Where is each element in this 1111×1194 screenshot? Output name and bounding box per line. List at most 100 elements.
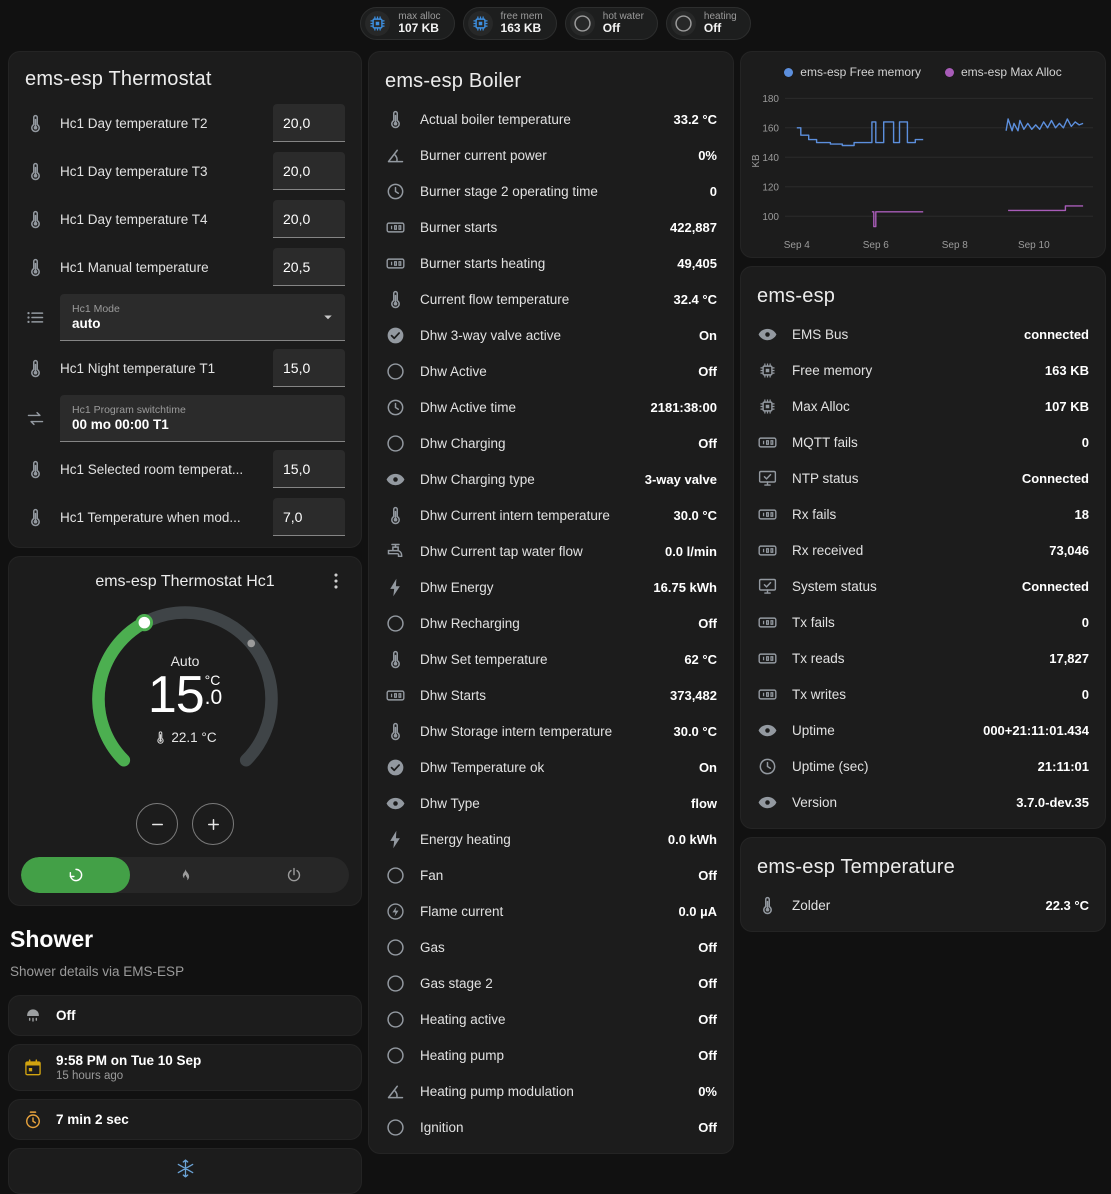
entity-value: 000+21:11:01.434	[983, 722, 1089, 738]
value-input[interactable]: 20,0	[273, 152, 345, 190]
entity-row[interactable]: Zolder 22.3 °C	[757, 887, 1089, 923]
entity-value: 3.7.0-dev.35	[1016, 794, 1089, 810]
entity-row[interactable]: Uptime 000+21:11:01.434	[757, 712, 1089, 748]
counter-icon	[757, 612, 778, 633]
more-options-button[interactable]	[325, 570, 347, 592]
entity-row[interactable]: Heating active Off	[385, 1001, 717, 1037]
entity-row[interactable]: Fan Off	[385, 857, 717, 893]
hvac-mode-button[interactable]	[240, 857, 349, 893]
entity-row[interactable]: Dhw Recharging Off	[385, 605, 717, 641]
entity-row[interactable]: Tx fails 0	[757, 604, 1089, 640]
flame-icon	[176, 866, 194, 884]
entity-value: Off	[698, 975, 717, 991]
status-badge[interactable]: hot water Off	[564, 7, 658, 40]
entity-row[interactable]: Rx fails 18	[757, 496, 1089, 532]
value-input[interactable]: 20,0	[273, 200, 345, 238]
entity-row[interactable]: Actual boiler temperature 33.2 °C	[385, 101, 717, 137]
entity-row[interactable]: Burner starts heating 49,405	[385, 245, 717, 281]
entity-row[interactable]: Burner stage 2 operating time 0	[385, 173, 717, 209]
counter-icon	[757, 684, 778, 705]
status-badge[interactable]: heating Off	[665, 7, 751, 40]
entity-row[interactable]: System status Connected	[757, 568, 1089, 604]
badge-value: Off	[602, 21, 621, 36]
shower-info-card[interactable]: Off	[8, 995, 362, 1036]
circle-icon	[385, 433, 406, 454]
entity-row[interactable]: Energy heating 0.0 kWh	[385, 821, 717, 857]
entity-row[interactable]: MQTT fails 0	[757, 424, 1089, 460]
entity-row[interactable]: Dhw Set temperature 62 °C	[385, 641, 717, 677]
entity-row[interactable]: Rx received 73,046	[757, 532, 1089, 568]
entity-row[interactable]: Dhw Current tap water flow 0.0 l/min	[385, 533, 717, 569]
entity-label: Tx reads	[792, 650, 845, 666]
entity-row[interactable]: Ignition Off	[385, 1109, 717, 1145]
legend-item: ems-esp Free memory	[784, 65, 921, 79]
increase-temp-button[interactable]	[192, 803, 234, 845]
entity-label: Dhw Recharging	[420, 615, 520, 631]
entity-label: EMS Bus	[792, 326, 849, 342]
entity-row[interactable]: Dhw Temperature ok On	[385, 749, 717, 785]
entity-row[interactable]: Dhw Energy 16.75 kWh	[385, 569, 717, 605]
entity-row[interactable]: Flame current 0.0 µA	[385, 893, 717, 929]
badge-label: hot water	[602, 10, 644, 22]
thermometer-icon	[25, 161, 46, 182]
entity-label: Dhw Storage intern temperature	[420, 723, 613, 739]
value-input[interactable]: 15,0	[273, 450, 345, 488]
shower-info-card[interactable]: 7 min 2 sec	[8, 1099, 362, 1140]
svg-text:Sep 6: Sep 6	[863, 240, 890, 251]
entity-row[interactable]: Uptime (sec) 21:11:01	[757, 748, 1089, 784]
entity-label: Rx fails	[792, 506, 837, 522]
entity-row[interactable]: NTP status Connected	[757, 460, 1089, 496]
decrease-temp-button[interactable]	[136, 803, 178, 845]
frost-card[interactable]	[8, 1148, 362, 1194]
thermometer-icon	[25, 358, 46, 379]
value-input[interactable]: 7,0	[273, 498, 345, 536]
entity-row[interactable]: Dhw Charging Off	[385, 425, 717, 461]
entity-row[interactable]: Dhw Storage intern temperature 30.0 °C	[385, 713, 717, 749]
entity-value: Off	[698, 435, 717, 451]
entity-row[interactable]: Max Alloc 107 KB	[757, 388, 1089, 424]
value-field[interactable]: Hc1 Mode auto	[60, 294, 345, 341]
entity-row[interactable]: Dhw Type flow	[385, 785, 717, 821]
value-field[interactable]: Hc1 Program switchtime 00 mo 00:00 T1	[60, 395, 345, 442]
entity-row[interactable]: Version 3.7.0-dev.35	[757, 784, 1089, 820]
entity-value: 373,482	[670, 687, 717, 703]
entity-value: On	[698, 327, 717, 343]
value-input[interactable]: 20,5	[273, 248, 345, 286]
entity-row[interactable]: Dhw Active time 2181:38:00	[385, 389, 717, 425]
entity-row[interactable]: Burner current power 0%	[385, 137, 717, 173]
svg-text:180: 180	[762, 94, 779, 105]
entity-row[interactable]: Burner starts 422,887	[385, 209, 717, 245]
status-badge[interactable]: free mem 163 KB	[462, 7, 557, 40]
entity-row[interactable]: Current flow temperature 32.4 °C	[385, 281, 717, 317]
entity-label: Actual boiler temperature	[420, 111, 571, 127]
counter-icon	[757, 504, 778, 525]
shower-info-card[interactable]: 9:58 PM on Tue 10 Sep 15 hours ago	[8, 1044, 362, 1091]
hvac-mode-button[interactable]	[130, 857, 239, 893]
entity-row[interactable]: Dhw Active Off	[385, 353, 717, 389]
entity-row[interactable]: Gas stage 2 Off	[385, 965, 717, 1001]
section-subtitle: Shower details via EMS-ESP	[10, 964, 185, 979]
entity-row[interactable]: Tx reads 17,827	[757, 640, 1089, 676]
entity-row[interactable]: Heating pump Off	[385, 1037, 717, 1073]
entity-row[interactable]: Gas Off	[385, 929, 717, 965]
entity-row[interactable]: Dhw Starts 373,482	[385, 677, 717, 713]
entity-row[interactable]: Heating pump modulation 0%	[385, 1073, 717, 1109]
entity-row[interactable]: Dhw Current intern temperature 30.0 °C	[385, 497, 717, 533]
faucet-icon	[385, 541, 406, 562]
chip-icon	[367, 13, 388, 34]
entity-label: Hc1 Day temperature T2	[60, 115, 208, 131]
entity-row[interactable]: Tx writes 0	[757, 676, 1089, 712]
entity-row[interactable]: Dhw 3-way valve active On	[385, 317, 717, 353]
entity-label: System status	[792, 578, 877, 594]
hvac-mode-button[interactable]	[21, 857, 131, 893]
entity-row[interactable]: Free memory 163 KB	[757, 352, 1089, 388]
history-chart[interactable]: 100 120 140 160 180 Sep 4 Sep 6 Sep 8 Sep 10 KB	[749, 81, 1097, 253]
entity-row[interactable]: Dhw Charging type 3-way valve	[385, 461, 717, 497]
caret-down-icon	[319, 308, 337, 326]
thermostat-dial[interactable]: Auto 15 °C .0 22.1 °C	[60, 599, 310, 803]
value-input[interactable]: 20,0	[273, 104, 345, 142]
entity-row[interactable]: EMS Bus connected	[757, 316, 1089, 352]
status-badge[interactable]: max alloc 107 KB	[360, 7, 455, 40]
dial-knob[interactable]	[135, 613, 153, 632]
value-input[interactable]: 15,0	[273, 349, 345, 387]
